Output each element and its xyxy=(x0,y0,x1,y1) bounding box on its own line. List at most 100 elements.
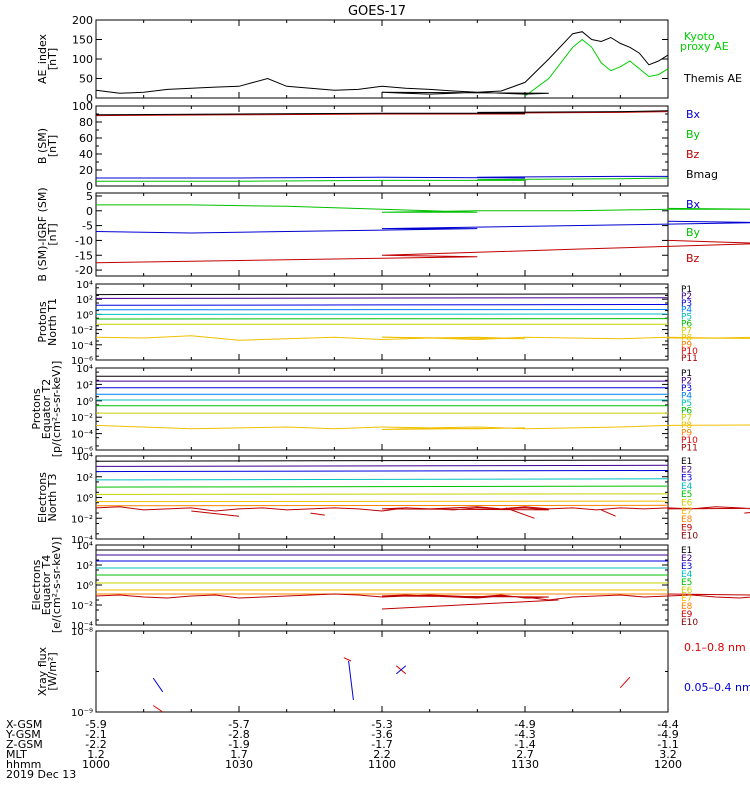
y-tick-label: 20 xyxy=(79,164,93,177)
orbit-value: -1.7 xyxy=(371,738,392,751)
y-tick-label: 10⁻⁹ xyxy=(71,708,93,719)
y-axis-label: [e/(cm²-s-sr-keV)] xyxy=(50,537,63,633)
orbit-value: 1100 xyxy=(368,758,396,771)
legend-entry: E6 xyxy=(681,586,693,596)
y-tick-label: 10⁴ xyxy=(76,541,93,552)
orbit-value: -4.3 xyxy=(514,728,535,741)
orbit-row-label: Y-GSM xyxy=(5,728,41,741)
series-segment xyxy=(152,705,163,713)
legend-entry: By xyxy=(686,226,701,239)
legend-entry: P2 xyxy=(681,292,692,302)
legend-entry: Bx xyxy=(686,108,701,121)
y-tick-label: 10⁻² xyxy=(71,413,93,424)
series-segment xyxy=(744,511,750,514)
legend-entry: P7 xyxy=(681,414,692,424)
series-segment xyxy=(310,512,325,516)
orbit-value: -1.4 xyxy=(514,738,535,751)
y-tick-label: 60 xyxy=(79,132,93,145)
legend-entry: E5 xyxy=(681,490,692,500)
series-segment xyxy=(601,509,616,517)
y-tick-label: 10⁴ xyxy=(76,280,93,291)
orbit-value: -4.9 xyxy=(657,728,678,741)
plot-title: GOES-17 xyxy=(348,4,406,19)
series-line-e2 xyxy=(95,464,669,467)
series-line-by xyxy=(96,204,750,213)
legend-entry: E2 xyxy=(681,554,692,564)
y-tick-label: 100 xyxy=(72,53,93,66)
legend-entry: E9 xyxy=(681,523,693,533)
legend-entry: P6 xyxy=(681,320,692,330)
legend-entry: E8 xyxy=(681,515,693,525)
series-segment xyxy=(619,676,631,689)
y-tick-label: 10⁴ xyxy=(76,452,93,463)
legend-entry: E7 xyxy=(681,507,692,517)
y-tick-label: 10⁻⁸ xyxy=(71,627,93,638)
y-tick-label: 10² xyxy=(76,295,93,306)
legend-entry: P9 xyxy=(681,429,692,439)
legend-entry: Bmag xyxy=(686,168,718,181)
legend-entry: P10 xyxy=(681,436,698,446)
series-line-e9 xyxy=(95,506,750,512)
legend-entry: P1 xyxy=(681,369,692,379)
y-axis-label: AE_index xyxy=(36,33,49,84)
y-tick-label: 10² xyxy=(76,561,93,572)
orbit-value: -4.9 xyxy=(514,718,535,731)
series-line-p3 xyxy=(95,304,669,306)
legend-entry: P1 xyxy=(681,285,692,295)
legend-entry: P8 xyxy=(681,421,692,431)
series-line-p2 xyxy=(95,297,669,299)
orbit-value: 1000 xyxy=(82,758,110,771)
y-tick-label: 10⁰ xyxy=(76,397,93,408)
y-tick-label: 10² xyxy=(76,380,93,391)
y-axis-label: B (SM) xyxy=(36,128,49,164)
legend-entry: E10 xyxy=(681,532,698,542)
series-line-e5 xyxy=(95,485,669,488)
orbit-value: -2.2 xyxy=(85,738,106,751)
orbit-value: 2.7 xyxy=(516,748,534,761)
y-tick-label: 10⁻² xyxy=(71,514,93,525)
series-line-by xyxy=(96,177,669,182)
y-tick-label: -20 xyxy=(75,264,93,277)
legend-entry: E8 xyxy=(681,602,693,612)
legend-entry: E7 xyxy=(681,594,692,604)
y-tick-label: -15 xyxy=(75,249,93,262)
y-axis-label: [nT] xyxy=(46,48,59,70)
legend-entry: E1 xyxy=(681,457,692,467)
y-tick-label: 10⁻² xyxy=(71,326,93,337)
orbit-value: 1.7 xyxy=(230,748,248,761)
panel-frame xyxy=(95,544,669,626)
y-tick-label: 0 xyxy=(86,205,93,218)
orbit-value: -1.1 xyxy=(657,738,678,751)
legend-entry: Bz xyxy=(686,148,700,161)
y-tick-label: 10⁻⁴ xyxy=(71,430,93,441)
panel-frame xyxy=(95,367,669,451)
legend-entry: P4 xyxy=(681,306,692,316)
panel-frame xyxy=(95,630,669,713)
panel-8: 10⁻⁸ 10⁻⁹ Xray flux[W/m²] 0.1–0.8 nm 0.05–0.… xyxy=(36,627,750,719)
y-tick-label: 0 xyxy=(86,180,93,193)
series-line-p8 xyxy=(95,424,750,430)
legend-entry: P5 xyxy=(681,313,692,323)
y-tick-label: 150 xyxy=(72,34,93,47)
legend-entry: E3 xyxy=(681,474,692,484)
y-tick-label: 0 xyxy=(86,92,93,105)
series-segment xyxy=(343,657,352,662)
series-line-e3 xyxy=(95,470,669,473)
y-axis-label: B (SM)-IGRF (SM) xyxy=(36,187,49,281)
orbit-value: 2.2 xyxy=(373,748,391,761)
plot-date: 2019 Dec 13 xyxy=(6,768,76,781)
legend-entry: E1 xyxy=(681,546,692,556)
series-line-bmag xyxy=(95,110,669,116)
series-line-themis-ae xyxy=(95,31,669,95)
legend-entry: 0.05–0.4 nm xyxy=(684,681,750,694)
y-tick-label: 5 xyxy=(86,190,93,203)
legend-entry: Themis AE xyxy=(683,72,742,85)
legend-entry: proxy AE xyxy=(680,40,729,53)
legend-entry: E2 xyxy=(681,465,692,475)
series-line-e7 xyxy=(95,500,669,503)
y-tick-label: -10 xyxy=(75,234,93,247)
orbit-value: 3.2 xyxy=(659,748,677,761)
